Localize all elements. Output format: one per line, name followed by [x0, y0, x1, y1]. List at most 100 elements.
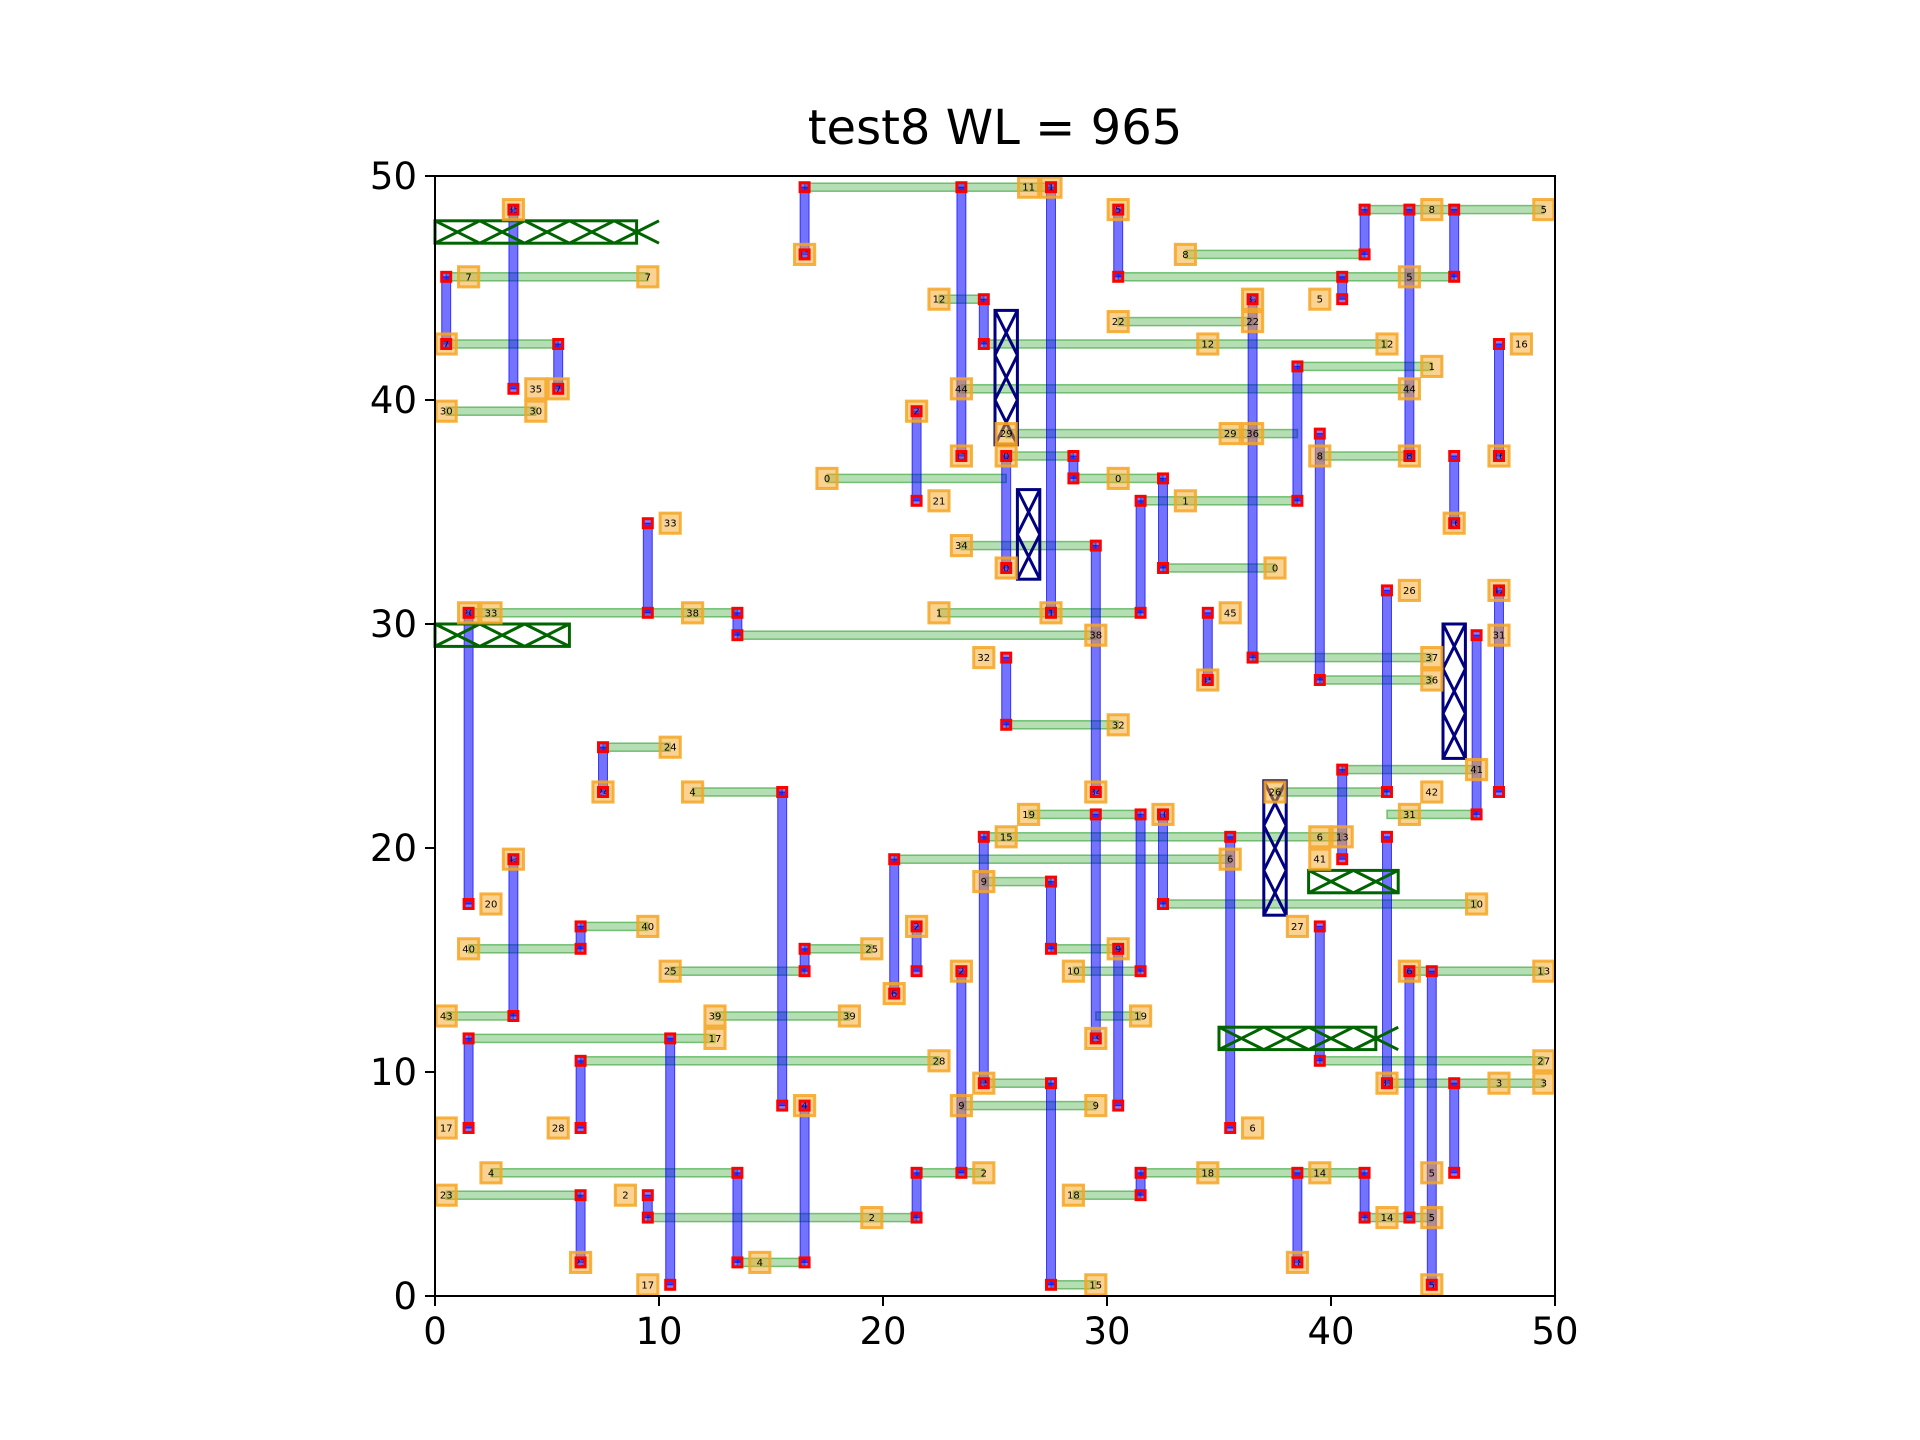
pin: 32: [1106, 713, 1130, 737]
pin-box: [658, 959, 682, 983]
obstacle-hatch: [434, 622, 571, 648]
via: [462, 1032, 475, 1045]
obstacle-hatch: [1218, 1025, 1399, 1051]
via: [910, 920, 923, 933]
pin-box: [1106, 713, 1130, 737]
vertical-wire: [1404, 970, 1415, 1219]
via: [1112, 942, 1125, 955]
via: [977, 293, 990, 306]
pin: 37: [1420, 646, 1444, 670]
pin: 17: [434, 1116, 458, 1140]
pin-label: 18: [1201, 1168, 1214, 1179]
pin-box: [1532, 959, 1556, 983]
pin-label: 30: [440, 407, 453, 418]
pin-label: 24: [664, 743, 677, 754]
pin-label: 45: [1224, 608, 1237, 619]
via: [955, 181, 968, 194]
pin-label: 8: [1317, 452, 1323, 463]
vertical-wire: [1001, 455, 1012, 569]
pin: 21: [927, 489, 951, 513]
via: [574, 1256, 587, 1269]
via: [1134, 1189, 1147, 1202]
horizontal-wire: [1251, 652, 1433, 663]
via: [1425, 965, 1438, 978]
via: [1448, 1077, 1461, 1090]
pin-label: 5: [1429, 1168, 1435, 1179]
pin-box: [1218, 422, 1242, 446]
pin-box: [994, 825, 1018, 849]
pin-label: 14: [1381, 1213, 1394, 1224]
pin-box: [1397, 802, 1421, 826]
pin-box: [1106, 466, 1130, 490]
pin-box: [636, 265, 660, 289]
pin-box: [636, 914, 660, 938]
pin-box: [927, 489, 951, 513]
pin-label: 8: [1429, 205, 1435, 216]
via: [1089, 808, 1102, 821]
pin-box: [1487, 1071, 1511, 1095]
pin: 5: [1308, 287, 1332, 311]
via: [1045, 181, 1057, 194]
obstacle-hatch: [1016, 488, 1042, 580]
via: [1381, 584, 1393, 597]
pin-box: [815, 466, 839, 490]
via: [1134, 494, 1147, 507]
pin: 1: [1173, 489, 1197, 513]
via: [731, 606, 744, 619]
vertical-wire: [1404, 209, 1415, 457]
pin-box: [1263, 556, 1287, 580]
pin-label: 9: [958, 1101, 964, 1112]
pin: 39: [837, 1004, 861, 1028]
via: [1067, 472, 1080, 485]
via: [1157, 562, 1169, 574]
via: [910, 1166, 923, 1179]
pin: 23: [434, 1183, 458, 1207]
pin-label: 5: [1429, 1213, 1435, 1224]
x-tick-label: 20: [859, 1310, 906, 1353]
pin-label: 33: [485, 608, 498, 619]
pin: 44: [949, 377, 973, 401]
vias-layer: [440, 181, 1505, 1291]
pin-label: 13: [1537, 967, 1550, 978]
pin-box: [927, 601, 951, 625]
pin-label: 26: [1269, 788, 1282, 799]
y-tick-label: 10: [370, 1051, 417, 1094]
pin-label: 26: [1403, 586, 1416, 597]
horizontal-wire: [467, 944, 582, 954]
pin: 45: [1218, 601, 1242, 625]
pin-label: 4: [689, 788, 695, 799]
pin-box: [681, 780, 705, 804]
vertical-wire: [889, 858, 900, 995]
vertical-wire: [1001, 657, 1012, 726]
via: [1045, 875, 1057, 888]
pin: 28: [927, 1049, 951, 1073]
via: [507, 1010, 520, 1022]
pin-label: 28: [552, 1124, 565, 1135]
via: [664, 1032, 677, 1045]
vertical-obstacle: [1441, 622, 1467, 760]
pin-label: 29: [1224, 429, 1237, 440]
via: [731, 629, 744, 642]
pin-box: [524, 399, 548, 423]
pin-label: 36: [1425, 676, 1438, 687]
horizontal-wire: [960, 1100, 1097, 1111]
pin-label: 22: [1246, 317, 1259, 328]
pin-box: [681, 601, 705, 625]
pin: 8: [1173, 242, 1197, 266]
pin-label: 40: [462, 944, 475, 955]
pin-box: [1487, 623, 1511, 647]
via: [1134, 808, 1147, 821]
pin: 9: [949, 1094, 973, 1118]
pin-box: [524, 377, 548, 401]
pin-label: 1: [936, 608, 942, 619]
pin-label: 10: [1470, 900, 1483, 911]
pin-label: 33: [664, 519, 677, 530]
horizontal-wire: [1027, 809, 1142, 820]
pin-label: 19: [1134, 1012, 1147, 1023]
via: [440, 270, 453, 283]
pin-label: 31: [1403, 810, 1416, 821]
via: [574, 920, 587, 933]
pin-label: 39: [709, 1012, 722, 1023]
